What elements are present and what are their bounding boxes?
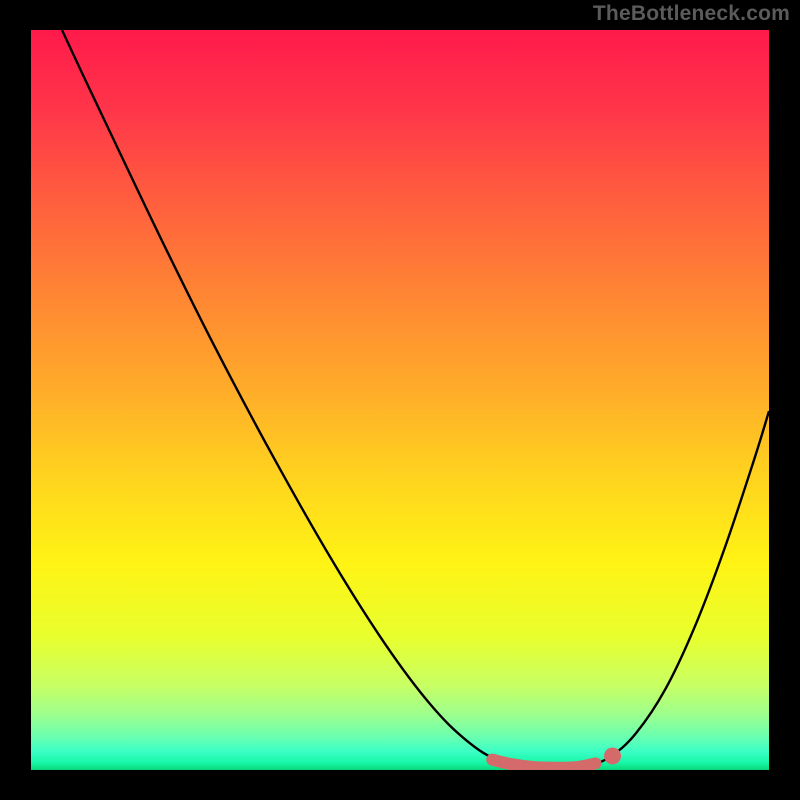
watermark-text: TheBottleneck.com	[593, 2, 790, 26]
gradient-background	[31, 30, 769, 770]
chart-frame: TheBottleneck.com	[0, 0, 800, 800]
optimal-point-marker	[604, 747, 621, 764]
bottleneck-curve-chart	[31, 30, 769, 770]
